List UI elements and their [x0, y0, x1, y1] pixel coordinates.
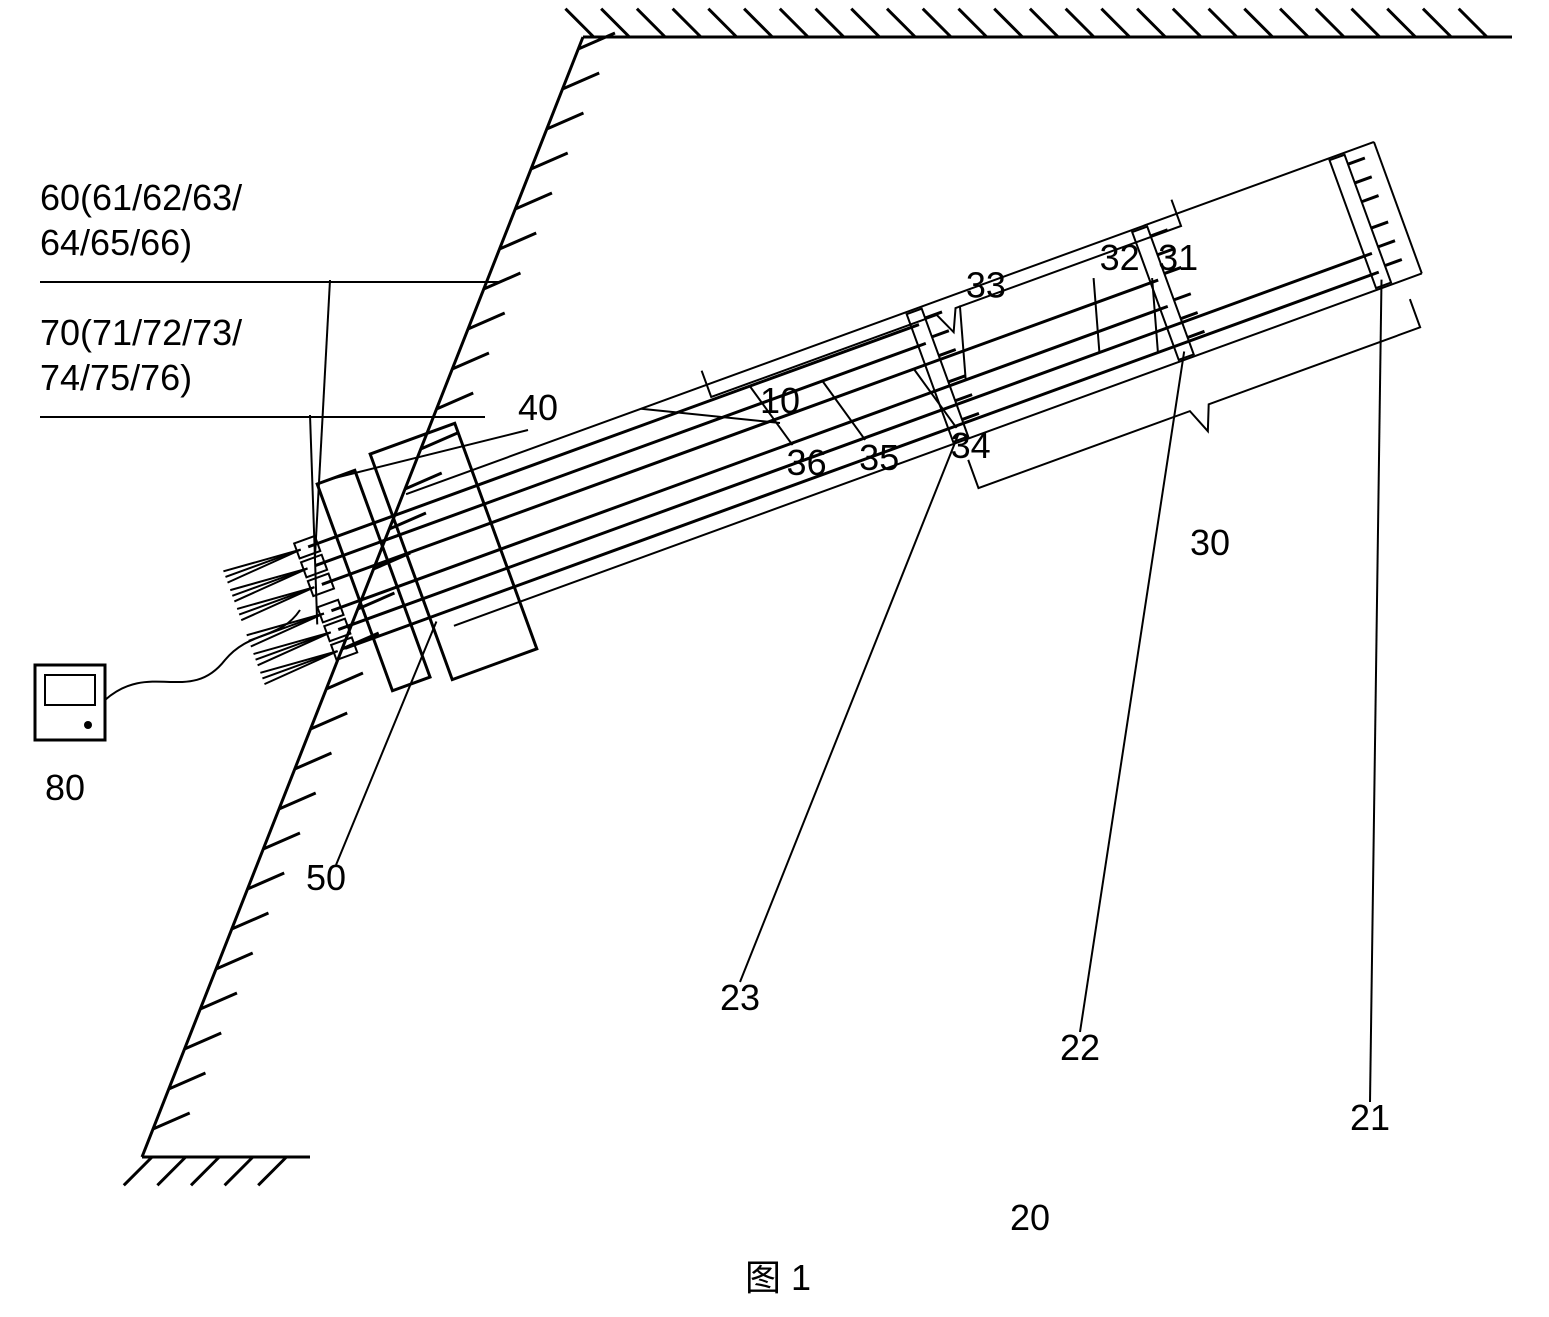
label-80: 80	[45, 767, 85, 808]
label-31: 31	[1158, 237, 1198, 278]
label-22: 22	[1060, 1027, 1100, 1068]
label-20: 20	[1010, 1197, 1050, 1238]
label-60-line0: 60(61/62/63/	[40, 177, 242, 218]
label-70-line0: 70(71/72/73/	[40, 312, 242, 353]
label-34: 34	[951, 425, 991, 466]
label-21: 21	[1350, 1097, 1390, 1138]
label-36: 36	[787, 442, 827, 483]
label-70-line1: 74/75/76)	[40, 357, 192, 398]
label-40: 40	[518, 387, 558, 428]
label-30: 30	[1190, 522, 1230, 563]
label-10: 10	[760, 380, 800, 421]
label-50: 50	[306, 857, 346, 898]
label-23: 23	[720, 977, 760, 1018]
label-35: 35	[859, 437, 899, 478]
label-33: 33	[966, 264, 1006, 305]
label-60-line1: 64/65/66)	[40, 222, 192, 263]
figure-caption: 图 1	[745, 1257, 811, 1298]
